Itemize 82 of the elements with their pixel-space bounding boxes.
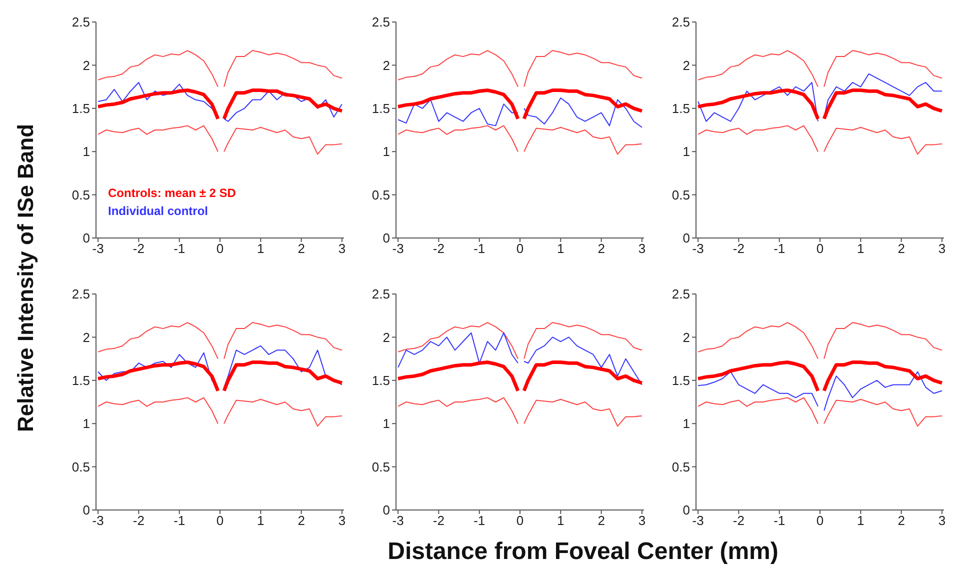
x-tick-label: 3 — [638, 241, 646, 256]
x-tick-label: 1 — [857, 241, 864, 256]
x-tick-label: -3 — [92, 513, 104, 528]
x-tick-label: -2 — [432, 513, 444, 528]
x-tick-label: 1 — [557, 513, 564, 528]
x-tick-label: -1 — [774, 513, 786, 528]
y-tick-label: 2 — [382, 58, 390, 73]
y-tick-label: 0.5 — [72, 187, 90, 202]
y-tick-label: 1.5 — [72, 101, 90, 116]
x-tick-label: -3 — [692, 513, 704, 528]
x-tick-label: -3 — [92, 241, 104, 256]
x-tick-label: -2 — [732, 241, 744, 256]
x-tick-label: 0 — [516, 513, 524, 528]
y-tick-label: 0.5 — [672, 187, 690, 202]
y-tick-label: 2 — [82, 330, 90, 345]
x-tick-label: 2 — [898, 513, 905, 528]
x-tick-label: 1 — [857, 513, 864, 528]
y-tick-label: 2 — [682, 330, 690, 345]
x-tick-label: 2 — [298, 513, 305, 528]
y-tick-label: 0 — [382, 502, 390, 518]
x-tick-label: 3 — [938, 241, 946, 256]
y-tick-label: 2.5 — [372, 14, 390, 30]
y-tick-label: 2 — [682, 58, 690, 73]
x-tick-label: 2 — [598, 241, 605, 256]
x-tick-label: 3 — [938, 513, 946, 528]
x-tick-label: 1 — [557, 241, 564, 256]
x-tick-label: -1 — [474, 241, 486, 256]
x-tick-label: 0 — [816, 241, 824, 256]
y-tick-label: 0 — [382, 230, 390, 246]
y-tick-label: 1.5 — [372, 373, 390, 388]
x-tick-label: -3 — [392, 513, 404, 528]
x-tick-label: 2 — [298, 241, 305, 256]
x-tick-label: -2 — [732, 513, 744, 528]
text: Individual control — [108, 203, 210, 220]
y-tick-label: 1.5 — [672, 101, 690, 116]
x-tick-label: 1 — [257, 241, 264, 256]
x-tick-label: -1 — [774, 241, 786, 256]
y-tick-label: 2 — [82, 58, 90, 73]
x-tick-label: -2 — [132, 513, 144, 528]
x-tick-label: 1 — [257, 513, 264, 528]
x-tick-label: 3 — [338, 513, 346, 528]
y-tick-label: 0.5 — [372, 459, 390, 474]
y-tick-label: 1.5 — [372, 101, 390, 116]
y-tick-label: 0 — [682, 502, 690, 518]
y-tick-label: 0 — [82, 502, 90, 518]
x-tick-label: -3 — [692, 241, 704, 256]
y-tick-label: 0.5 — [672, 459, 690, 474]
x-tick-label: 2 — [598, 513, 605, 528]
text: Controls: mean ± 2 SD — [108, 185, 236, 202]
y-tick-label: 2.5 — [72, 14, 90, 30]
x-tick-label: 2 — [898, 241, 905, 256]
x-axis-title: Distance from Foveal Center (mm) — [386, 538, 780, 566]
y-tick-label: 0 — [682, 230, 690, 246]
x-tick-label: -2 — [432, 241, 444, 256]
y-tick-label: 1 — [682, 416, 690, 432]
x-tick-label: -2 — [132, 241, 144, 256]
x-tick-label: -1 — [474, 513, 486, 528]
x-tick-label: -3 — [392, 241, 404, 256]
y-tick-label: 1 — [382, 416, 390, 432]
y-tick-label: 2.5 — [672, 14, 690, 30]
x-tick-label: 0 — [516, 241, 524, 256]
x-tick-label: 3 — [638, 513, 646, 528]
x-tick-label: -1 — [174, 241, 186, 256]
y-tick-label: 1.5 — [72, 373, 90, 388]
y-tick-label: 1 — [82, 416, 90, 432]
y-tick-label: 2.5 — [72, 286, 90, 302]
y-tick-label: 0 — [82, 230, 90, 246]
x-tick-label: 0 — [216, 513, 224, 528]
x-tick-label: -1 — [174, 513, 186, 528]
y-tick-label: 0.5 — [372, 187, 390, 202]
y-tick-label: 0.5 — [72, 459, 90, 474]
y-tick-label: 1 — [82, 144, 90, 160]
y-tick-label: 1 — [682, 144, 690, 160]
y-axis-title: Relative Intensity of ISe Band — [13, 124, 39, 432]
x-tick-label: 3 — [338, 241, 346, 256]
y-tick-label: 2.5 — [372, 286, 390, 302]
x-tick-label: 0 — [816, 513, 824, 528]
y-tick-label: 1.5 — [672, 373, 690, 388]
y-tick-label: 2 — [382, 330, 390, 345]
y-tick-label: 1 — [382, 144, 390, 160]
y-tick-label: 2.5 — [672, 286, 690, 302]
x-tick-label: 0 — [216, 241, 224, 256]
